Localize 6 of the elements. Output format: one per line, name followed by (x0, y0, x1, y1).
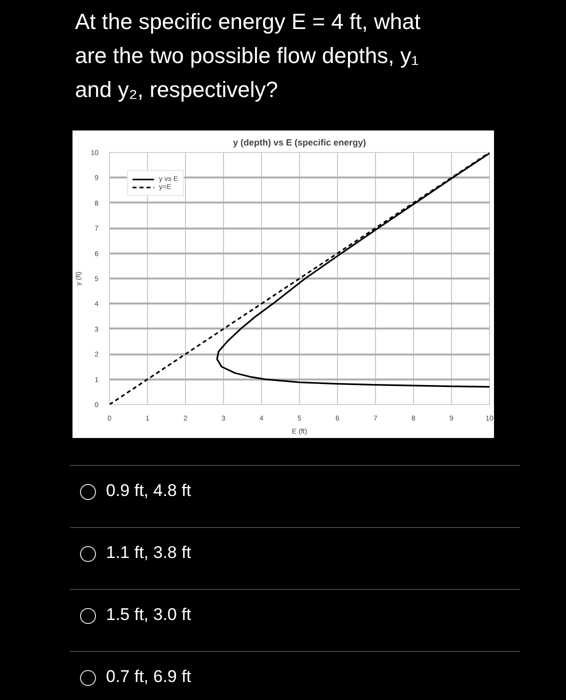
text: 1.1 ft, 3.8 ft (105, 542, 192, 564)
text: 0.7 ft, 6.9 ft (105, 666, 192, 688)
chart-title: At the specific energy E = 4 ft, what are the two possible flow depths, y₁ and y₂, respectively? (75, 8, 422, 104)
text: 1.5 ft, 3.0 ft (105, 604, 192, 626)
text: 0.9 ft, 4.8 ft (105, 480, 192, 502)
chart-subtitle: y (depth) vs E (specific energy) (232, 138, 366, 148)
